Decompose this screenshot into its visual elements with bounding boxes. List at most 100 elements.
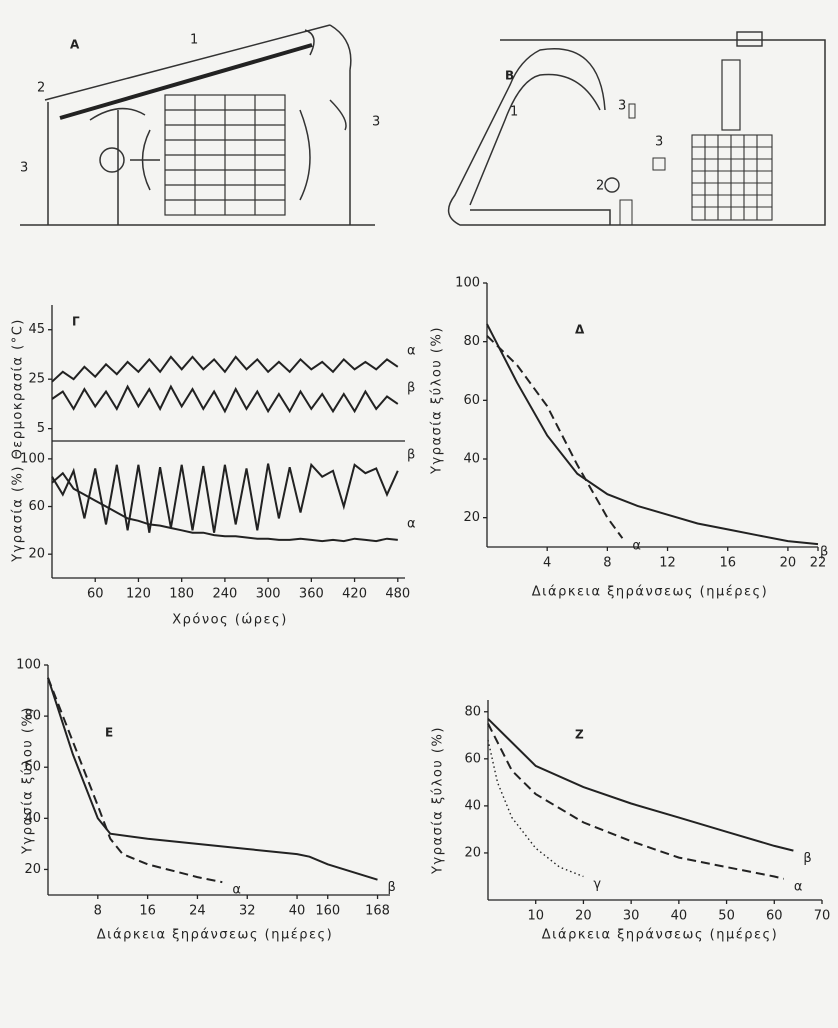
x-tick-label: 60 xyxy=(87,587,104,602)
callout: 3 xyxy=(655,135,663,150)
series-line xyxy=(51,462,399,533)
y-tick-label: 80 xyxy=(463,334,480,349)
x-tick-label: 180 xyxy=(169,587,194,602)
y-axis-label: Υγρασία (%) Θερμοκρασία (°C) xyxy=(11,318,26,563)
chart-title: E xyxy=(105,726,113,740)
x-tick-label: 40 xyxy=(671,909,688,924)
series-line xyxy=(47,677,378,881)
vent xyxy=(736,31,763,47)
series-label: β xyxy=(388,880,396,895)
x-tick-label: 360 xyxy=(299,587,324,602)
series-label: α xyxy=(232,883,241,898)
x-axis-label: Διάρκεια ξηράνσεως (ημέρες) xyxy=(97,928,333,943)
series-label: γ xyxy=(593,877,601,892)
building-outline xyxy=(20,24,375,226)
y-axis-label: Υγρασία ξύλου (%) xyxy=(430,326,445,475)
heater xyxy=(721,59,741,131)
diagram-a: A 1 2 3 3 xyxy=(20,24,380,226)
fan xyxy=(604,177,620,193)
x-tick-label: 420 xyxy=(342,587,367,602)
y-tick-label: 60 xyxy=(28,499,45,514)
series-label: β xyxy=(803,851,811,866)
x-tick-label: 8 xyxy=(94,904,102,919)
y-tick-label: 40 xyxy=(463,452,480,467)
series-label: α xyxy=(407,516,416,531)
callout: 1 xyxy=(510,105,518,120)
callout: 2 xyxy=(37,81,45,96)
y-tick-label: 25 xyxy=(28,372,45,387)
x-tick-label: 8 xyxy=(603,556,611,571)
y-axis-label: Υγρασία ξύλου (%) xyxy=(431,726,446,875)
x-tick-label: 50 xyxy=(718,909,735,924)
callout: 1 xyxy=(190,33,198,48)
y-tick-label: 40 xyxy=(24,811,41,826)
series-line xyxy=(487,718,794,852)
series-line xyxy=(487,723,785,880)
y-tick-label: 20 xyxy=(464,845,481,860)
x-tick-label: 10 xyxy=(527,909,544,924)
y-tick-label: 20 xyxy=(463,510,480,525)
x-tick-label: 30 xyxy=(623,909,640,924)
y-axis-label: Υγρασία ξύλου (%) xyxy=(21,706,36,855)
y-tick-label: 100 xyxy=(455,276,480,291)
series-line xyxy=(486,335,624,539)
chart-title: Δ xyxy=(575,323,585,337)
x-tick-label: 160 xyxy=(315,904,340,919)
x-tick-label: 70 xyxy=(814,909,831,924)
wood-stack xyxy=(691,134,773,221)
x-tick-label: 16 xyxy=(719,556,736,571)
series-line xyxy=(51,471,398,543)
diagram-label: A xyxy=(70,38,80,52)
diagram-b: B 1 2 3 3 xyxy=(447,31,826,226)
y-tick-label: 100 xyxy=(20,451,45,466)
x-tick-label: 168 xyxy=(365,904,390,919)
callout: 3 xyxy=(618,99,626,114)
chart-title: Γ xyxy=(72,315,80,329)
y-tick-label: 5 xyxy=(37,421,45,436)
series-line xyxy=(51,355,399,383)
y-tick-label: 60 xyxy=(463,393,480,408)
x-tick-label: 4 xyxy=(543,556,551,571)
series-line xyxy=(487,739,584,878)
x-axis-label: Διάρκεια ξηράνσεως (ημέρες) xyxy=(542,928,778,943)
y-tick-label: 20 xyxy=(24,862,41,877)
series-line xyxy=(51,384,399,414)
diagram-label: B xyxy=(505,69,514,83)
series-label: α xyxy=(632,539,641,554)
air-flow xyxy=(89,29,347,201)
callout: 3 xyxy=(20,161,28,176)
sensor xyxy=(628,103,636,119)
callout: 2 xyxy=(596,179,604,194)
y-tick-label: 80 xyxy=(24,709,41,724)
wood-stack xyxy=(164,94,286,216)
y-tick-label: 45 xyxy=(28,322,45,337)
x-tick-label: 32 xyxy=(239,904,256,919)
series-label: β xyxy=(407,447,415,462)
series-line xyxy=(47,677,223,884)
beam xyxy=(59,43,313,120)
x-tick-label: 120 xyxy=(126,587,151,602)
x-tick-label: 16 xyxy=(139,904,156,919)
x-tick-label: 12 xyxy=(659,556,676,571)
y-tick-label: 100 xyxy=(16,658,41,673)
y-tick-label: 80 xyxy=(464,704,481,719)
y-tick-label: 40 xyxy=(464,798,481,813)
series-label: β xyxy=(820,545,828,560)
x-tick-label: 20 xyxy=(575,909,592,924)
y-tick-label: 20 xyxy=(28,547,45,562)
x-tick-label: 24 xyxy=(189,904,206,919)
series-line xyxy=(486,323,819,546)
fan xyxy=(99,147,125,173)
x-tick-label: 40 xyxy=(289,904,306,919)
y-tick-label: 60 xyxy=(24,760,41,775)
series-label: β xyxy=(407,380,415,395)
series-label: α xyxy=(794,879,803,894)
x-tick-label: 300 xyxy=(256,587,281,602)
kiln-outline xyxy=(447,39,826,226)
x-tick-label: 240 xyxy=(212,587,237,602)
motor xyxy=(619,199,633,226)
series-label: α xyxy=(407,343,416,358)
sensor xyxy=(652,157,666,171)
